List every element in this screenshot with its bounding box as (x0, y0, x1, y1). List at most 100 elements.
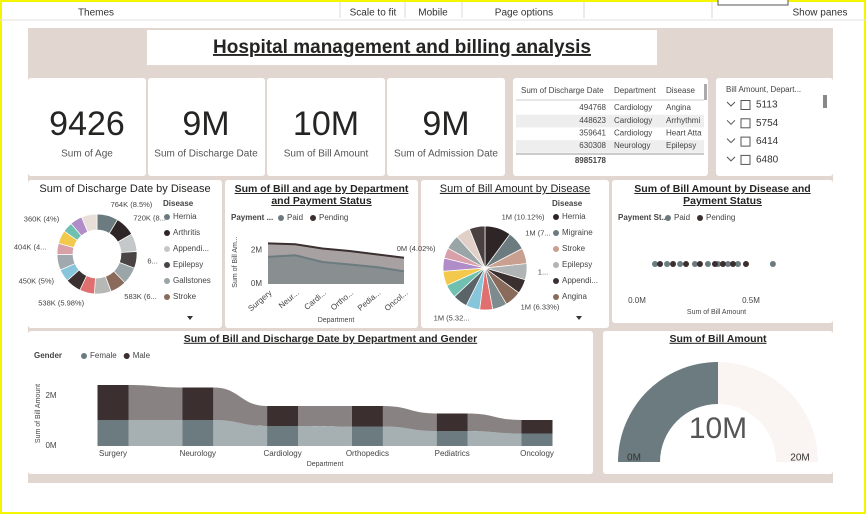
legend-label: Epilepsy (562, 260, 592, 269)
dropdown[interactable] (717, 0, 789, 6)
toolbar-button[interactable]: Page options (495, 8, 553, 19)
chevron[interactable] (726, 156, 736, 162)
chevron[interactable] (726, 119, 736, 126)
toolbar-button[interactable]: Show panes (792, 8, 847, 19)
chart-title: Sum of Bill Amount by Disease (440, 183, 590, 195)
legend-swatch (553, 278, 559, 284)
bar-segment (521, 433, 553, 446)
more-arrow[interactable] (576, 316, 582, 320)
legend-label: Appendi... (173, 244, 209, 253)
point (724, 261, 731, 267)
slicer-title: Bill Amount, Depart... (726, 85, 801, 94)
scrollbar[interactable] (823, 95, 827, 108)
point (719, 261, 726, 267)
x-tick-label: Neurology (180, 449, 216, 458)
slicer-item: 6480 (756, 155, 779, 166)
data-label: 1M (6.33%) (521, 302, 560, 311)
checkbox[interactable] (740, 100, 751, 110)
legend-label: Migraine (562, 228, 593, 237)
x-tick-label: 0.0M (628, 296, 646, 305)
legend-swatch (164, 214, 170, 220)
legend-swatch (164, 262, 170, 268)
column-header: Sum of Discharge Date (521, 86, 604, 95)
bar-segment (267, 426, 299, 446)
ribbon (298, 406, 352, 427)
ribbon (213, 387, 268, 426)
cell: Neurology (614, 141, 650, 150)
point (769, 261, 776, 267)
data-label: 1M (5.32... (434, 314, 470, 323)
legend-swatch (553, 246, 559, 252)
legend-swatch (164, 246, 170, 252)
bar-segment (267, 406, 299, 426)
bar-segment (521, 420, 553, 434)
legend-swatch (164, 230, 170, 236)
checkbox[interactable] (740, 136, 751, 147)
total: 8985178 (575, 156, 607, 165)
x-tick-label: Oncology (520, 449, 554, 458)
toolbar-button[interactable]: Mobile (418, 8, 448, 19)
slicer-item: 6414 (756, 136, 779, 147)
chart-title: Sum of Bill and Discharge Date by Depart… (184, 333, 477, 345)
checkbox[interactable] (740, 154, 751, 165)
row-stripe (516, 140, 704, 153)
card-label: Sum of Admission Date (394, 149, 498, 160)
ribbon (467, 431, 522, 446)
point (664, 261, 671, 267)
point (711, 261, 718, 267)
scrollbar[interactable] (704, 84, 707, 100)
chevron[interactable] (726, 101, 736, 107)
slicer-item: 5113 (756, 100, 778, 111)
cell: Cardiology (614, 116, 652, 125)
legend-swatch (697, 215, 704, 221)
slice (81, 213, 98, 233)
legend-title: Disease (552, 199, 583, 208)
bar-segment (97, 385, 129, 420)
y-axis-label: Sum of Bill Amount (35, 384, 42, 443)
cell: Cardiology (614, 129, 652, 138)
slice (469, 225, 486, 269)
gauge-value (618, 362, 718, 462)
chevron[interactable] (726, 138, 736, 144)
point (657, 261, 664, 267)
area (268, 255, 404, 284)
line (267, 254, 405, 273)
toolbar-button[interactable]: Scale to fit (350, 8, 397, 19)
legend-swatch (123, 353, 130, 359)
legend-label: Pending (706, 213, 735, 222)
legend-label: Pending (319, 213, 348, 222)
data-label: 764K (8.5%) (111, 200, 153, 209)
x-axis-label: Sum of Bill Amount (687, 309, 746, 316)
data-label: 6... (147, 257, 157, 266)
cell: 630308 (579, 141, 606, 150)
legend-label: Stroke (562, 244, 586, 253)
legend-swatch (553, 294, 559, 300)
x-tick-label: Cardiology (263, 449, 301, 458)
chart-title: Sum of Bill Amount by Disease and Paymen… (634, 183, 811, 207)
toolbar-button[interactable]: Themes (78, 8, 114, 19)
data-label: 360K (4%) (24, 215, 60, 224)
slicer-item: 5754 (756, 118, 779, 129)
point (704, 261, 711, 267)
x-axis-label: Department (307, 461, 344, 468)
legend-label: Gallstones (173, 276, 211, 285)
chart-title: Sum of Bill Amount (669, 333, 767, 345)
cell: 359641 (579, 129, 606, 138)
row-stripe (516, 114, 704, 128)
legend-title: Payment ... (231, 213, 273, 222)
point (696, 261, 703, 267)
legend-label: Male (133, 351, 151, 360)
checkbox[interactable] (740, 118, 751, 129)
legend-swatch (164, 294, 170, 300)
point (729, 261, 736, 267)
data-label: 404K (4... (14, 243, 47, 252)
cell: Epilepsy (666, 141, 696, 150)
gauge-label: 10M (689, 412, 747, 445)
title-box (147, 30, 657, 65)
y-tick-label: 2M (45, 391, 56, 400)
point (652, 261, 659, 267)
legend-swatch (553, 214, 559, 220)
more-arrow[interactable] (187, 316, 193, 320)
card-value: 9M (422, 105, 469, 143)
